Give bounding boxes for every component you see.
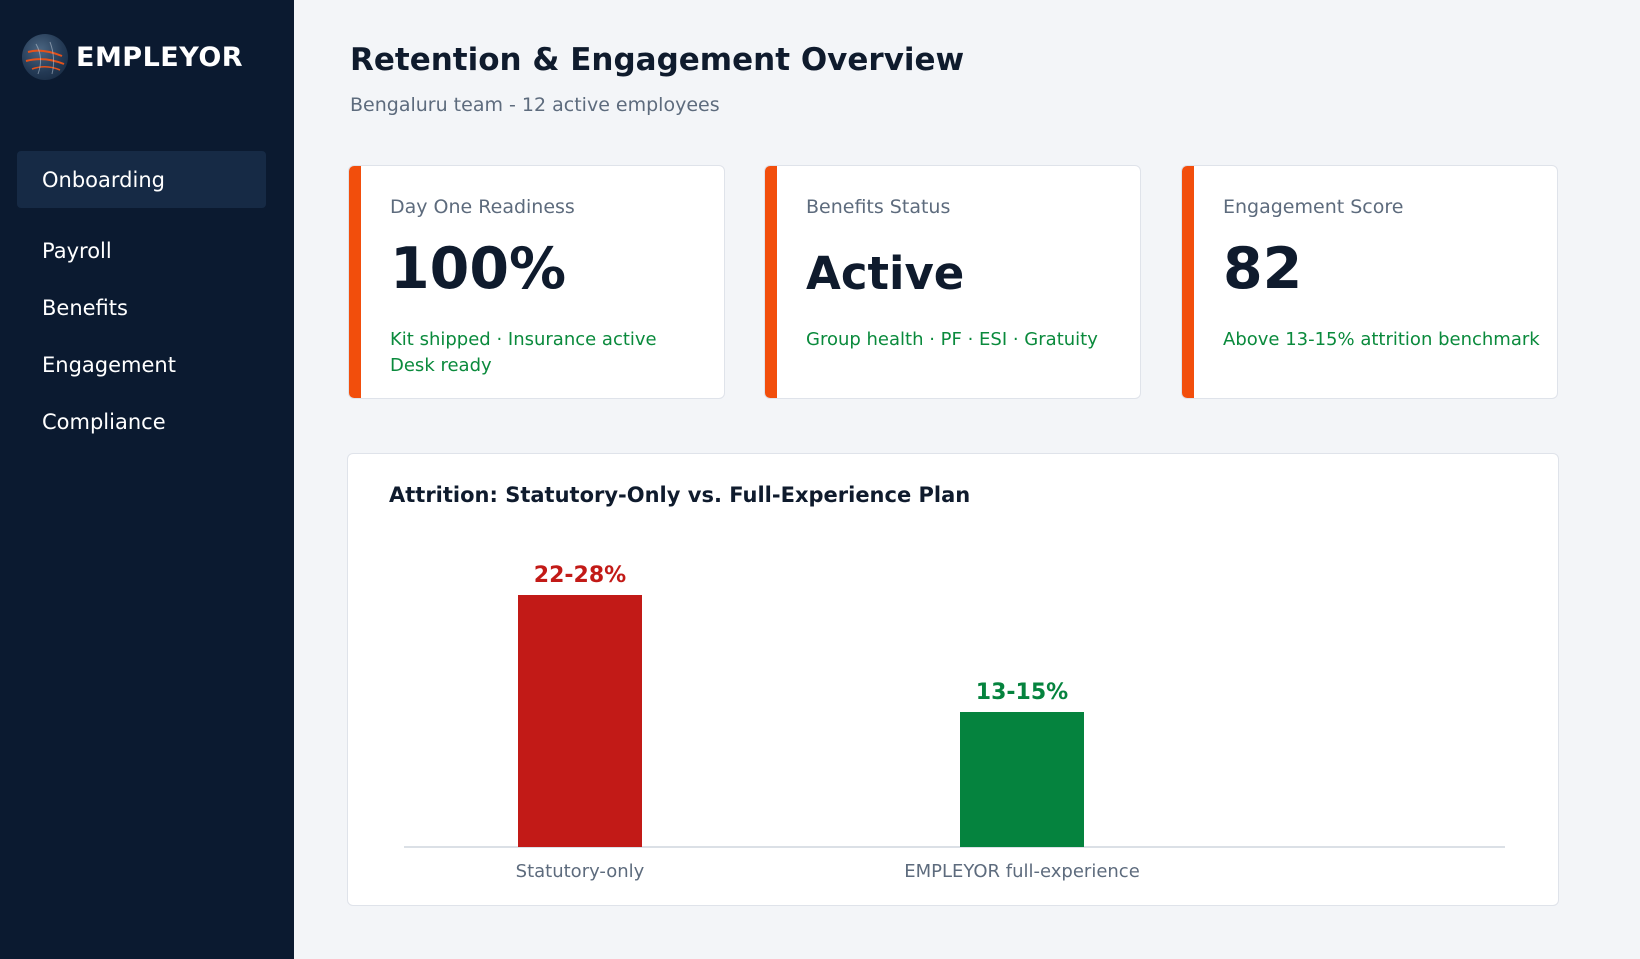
card-value: 82 <box>1223 236 1303 302</box>
bar-value-label-0: 22-28% <box>534 563 626 588</box>
sidebar-item-payroll[interactable]: Payroll <box>42 238 112 263</box>
x-tick-label-1: EMPLEYOR full-experience <box>904 861 1140 882</box>
card-accent-bar <box>1182 166 1194 398</box>
sidebar-nav: Onboarding Payroll Benefits Engagement C… <box>17 151 266 450</box>
sidebar-item-benefits[interactable]: Benefits <box>42 295 128 320</box>
page-subtitle: Bengaluru team - 12 active employees <box>350 94 720 116</box>
card-note-line: Group health · PF · ESI · Gratuity <box>806 329 1098 350</box>
card-accent-bar <box>765 166 777 398</box>
card-accent-bar <box>349 166 361 398</box>
card-value: 100% <box>390 236 567 302</box>
card-label: Engagement Score <box>1223 196 1404 218</box>
card-value: Active <box>806 247 965 300</box>
sidebar-item-onboarding[interactable]: Onboarding <box>17 151 266 208</box>
card-note-line: Above 13-15% attrition benchmark <box>1223 329 1540 350</box>
sidebar-item-compliance[interactable]: Compliance <box>42 409 166 434</box>
brand-name: EMPLEYOR <box>76 41 244 73</box>
chart-bar-0 <box>518 595 642 847</box>
attrition-bar-chart: 22-28% Statutory-only 13-15% EMPLEYOR full-… <box>404 563 1505 882</box>
card-note: Above 13-15% attrition benchmark <box>1223 327 1540 353</box>
sidebar: EMPLEYOR Onboarding Payroll Benefits Eng… <box>0 0 294 959</box>
page-title: Retention & Engagement Overview <box>350 42 965 78</box>
card-note-line: Kit shipped · Insurance active <box>390 329 657 350</box>
card-day-one-readiness: Day One Readiness 100% Kit shipped · Ins… <box>348 165 725 399</box>
chart-bar-1 <box>960 712 1084 847</box>
card-note-line: Desk ready <box>390 355 492 376</box>
card-note: Kit shipped · Insurance active Desk read… <box>390 327 657 379</box>
card-engagement-score: Engagement Score 82 Above 13-15% attriti… <box>1181 165 1558 399</box>
globe-logo-icon <box>22 34 68 80</box>
card-benefits-status: Benefits Status Active Group health · PF… <box>764 165 1141 399</box>
card-label: Day One Readiness <box>390 196 575 218</box>
attrition-chart-panel: Attrition: Statutory-Only vs. Full-Exper… <box>347 453 1559 906</box>
card-label: Benefits Status <box>806 196 951 218</box>
sidebar-item-engagement[interactable]: Engagement <box>42 352 176 377</box>
brand[interactable]: EMPLEYOR <box>22 34 243 80</box>
bar-value-label-1: 13-15% <box>976 680 1068 705</box>
x-tick-label-0: Statutory-only <box>516 861 645 882</box>
card-note: Group health · PF · ESI · Gratuity <box>806 327 1098 353</box>
chart-title: Attrition: Statutory-Only vs. Full-Exper… <box>389 483 971 507</box>
